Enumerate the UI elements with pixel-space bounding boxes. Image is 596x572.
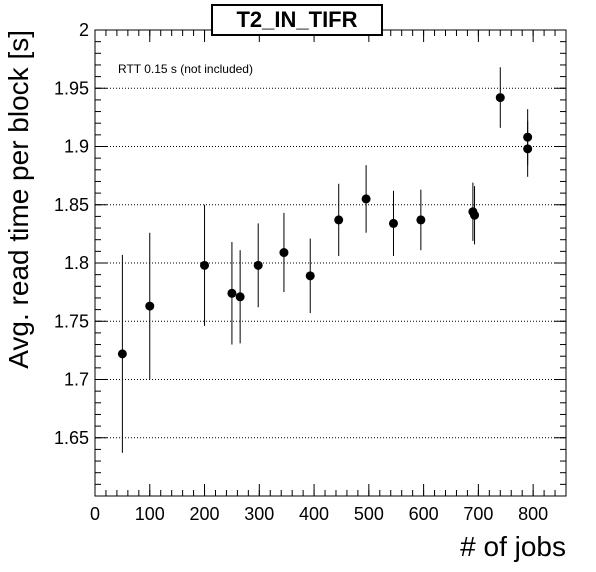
x-tick-label: 500 <box>354 504 384 524</box>
y-tick-label: 1.85 <box>54 195 89 215</box>
data-point <box>117 349 127 359</box>
data-point <box>334 215 344 225</box>
y-tick-labels: 1.65 1.7 1.75 1.8 1.85 1.9 1.95 2 <box>54 20 89 448</box>
x-tick-label: 200 <box>190 504 220 524</box>
data-point <box>145 301 155 311</box>
axis-ticks <box>94 29 567 497</box>
data-point <box>279 248 289 258</box>
x-tick-labels: 0 100 200 300 400 500 600 700 800 <box>90 504 548 524</box>
data-point <box>495 93 505 103</box>
data-point <box>388 218 398 228</box>
x-tick-label: 800 <box>518 504 548 524</box>
y-tick-label: 1.7 <box>64 370 89 390</box>
x-tick-label: 700 <box>463 504 493 524</box>
y-tick-label: 1.65 <box>54 428 89 448</box>
chart-title: T2_IN_TIFR <box>211 4 383 36</box>
x-tick-label: 100 <box>135 504 165 524</box>
y-tick-label: 1.8 <box>64 253 89 273</box>
data-point <box>227 288 237 298</box>
x-tick-label: 600 <box>409 504 439 524</box>
data-point <box>235 292 245 302</box>
y-tick-label: 1.9 <box>64 137 89 157</box>
data-point <box>470 210 480 220</box>
y-tick-label: 1.95 <box>54 78 89 98</box>
y-tick-label: 1.75 <box>54 311 89 331</box>
x-axis-label: # of jobs <box>460 531 566 562</box>
x-tick-label: 400 <box>299 504 329 524</box>
plot-frame <box>94 29 567 497</box>
data-point <box>361 194 371 204</box>
grid-lines <box>95 87 566 439</box>
y-tick-label: 2 <box>79 20 89 40</box>
y-axis-label: Avg. read time per block [s] <box>3 30 34 369</box>
data-point <box>523 144 533 154</box>
data-point <box>200 260 210 270</box>
data-point <box>416 215 426 225</box>
x-tick-label: 300 <box>244 504 274 524</box>
data-points <box>117 67 533 453</box>
annotation-text: RTT 0.15 s (not included) <box>118 62 253 76</box>
x-tick-label: 0 <box>90 504 100 524</box>
data-point <box>305 271 315 281</box>
data-point <box>253 260 263 270</box>
